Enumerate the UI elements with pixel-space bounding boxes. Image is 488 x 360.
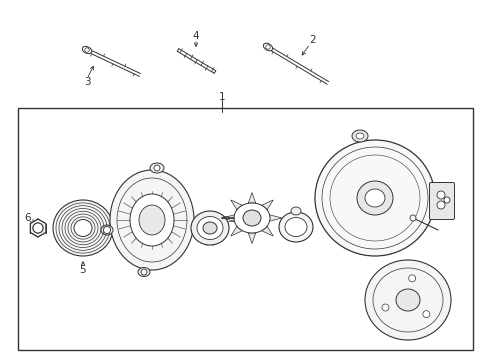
Polygon shape [30, 219, 46, 237]
Text: 5: 5 [80, 265, 86, 275]
Circle shape [84, 48, 89, 52]
Ellipse shape [130, 194, 174, 246]
Text: 2: 2 [309, 35, 316, 45]
Polygon shape [222, 215, 234, 221]
Text: 4: 4 [192, 31, 199, 41]
Ellipse shape [356, 181, 392, 215]
Ellipse shape [74, 220, 92, 237]
Circle shape [422, 311, 429, 318]
Ellipse shape [285, 217, 306, 237]
Circle shape [436, 191, 444, 199]
Ellipse shape [139, 205, 164, 235]
Polygon shape [261, 200, 273, 210]
Ellipse shape [197, 216, 223, 239]
Ellipse shape [191, 211, 228, 245]
Ellipse shape [279, 212, 312, 242]
Text: 3: 3 [83, 77, 90, 87]
Ellipse shape [101, 225, 113, 235]
Ellipse shape [203, 222, 217, 234]
Circle shape [154, 165, 160, 171]
Text: 6: 6 [24, 213, 31, 223]
Ellipse shape [355, 133, 363, 139]
Ellipse shape [138, 267, 150, 276]
Bar [18, 108, 472, 350]
Polygon shape [230, 226, 242, 236]
Circle shape [436, 201, 444, 209]
Ellipse shape [243, 210, 261, 226]
Circle shape [409, 215, 415, 221]
Polygon shape [248, 233, 255, 243]
Circle shape [265, 45, 270, 49]
Polygon shape [261, 226, 273, 236]
Text: 1: 1 [218, 92, 225, 102]
Circle shape [141, 269, 147, 275]
Ellipse shape [110, 170, 194, 270]
Ellipse shape [314, 140, 434, 256]
Circle shape [33, 223, 43, 233]
Polygon shape [269, 215, 282, 221]
Polygon shape [248, 193, 255, 203]
Polygon shape [230, 200, 242, 210]
Ellipse shape [364, 260, 450, 340]
Circle shape [408, 275, 415, 282]
Ellipse shape [351, 130, 367, 142]
FancyBboxPatch shape [428, 183, 453, 220]
Ellipse shape [263, 43, 272, 51]
Ellipse shape [53, 200, 113, 256]
Circle shape [381, 304, 388, 311]
Circle shape [443, 197, 449, 203]
Ellipse shape [364, 189, 384, 207]
Circle shape [33, 223, 43, 233]
Ellipse shape [234, 203, 269, 233]
Ellipse shape [290, 207, 301, 215]
Ellipse shape [150, 163, 163, 173]
Ellipse shape [395, 289, 419, 311]
Circle shape [103, 226, 110, 234]
Ellipse shape [82, 46, 92, 54]
